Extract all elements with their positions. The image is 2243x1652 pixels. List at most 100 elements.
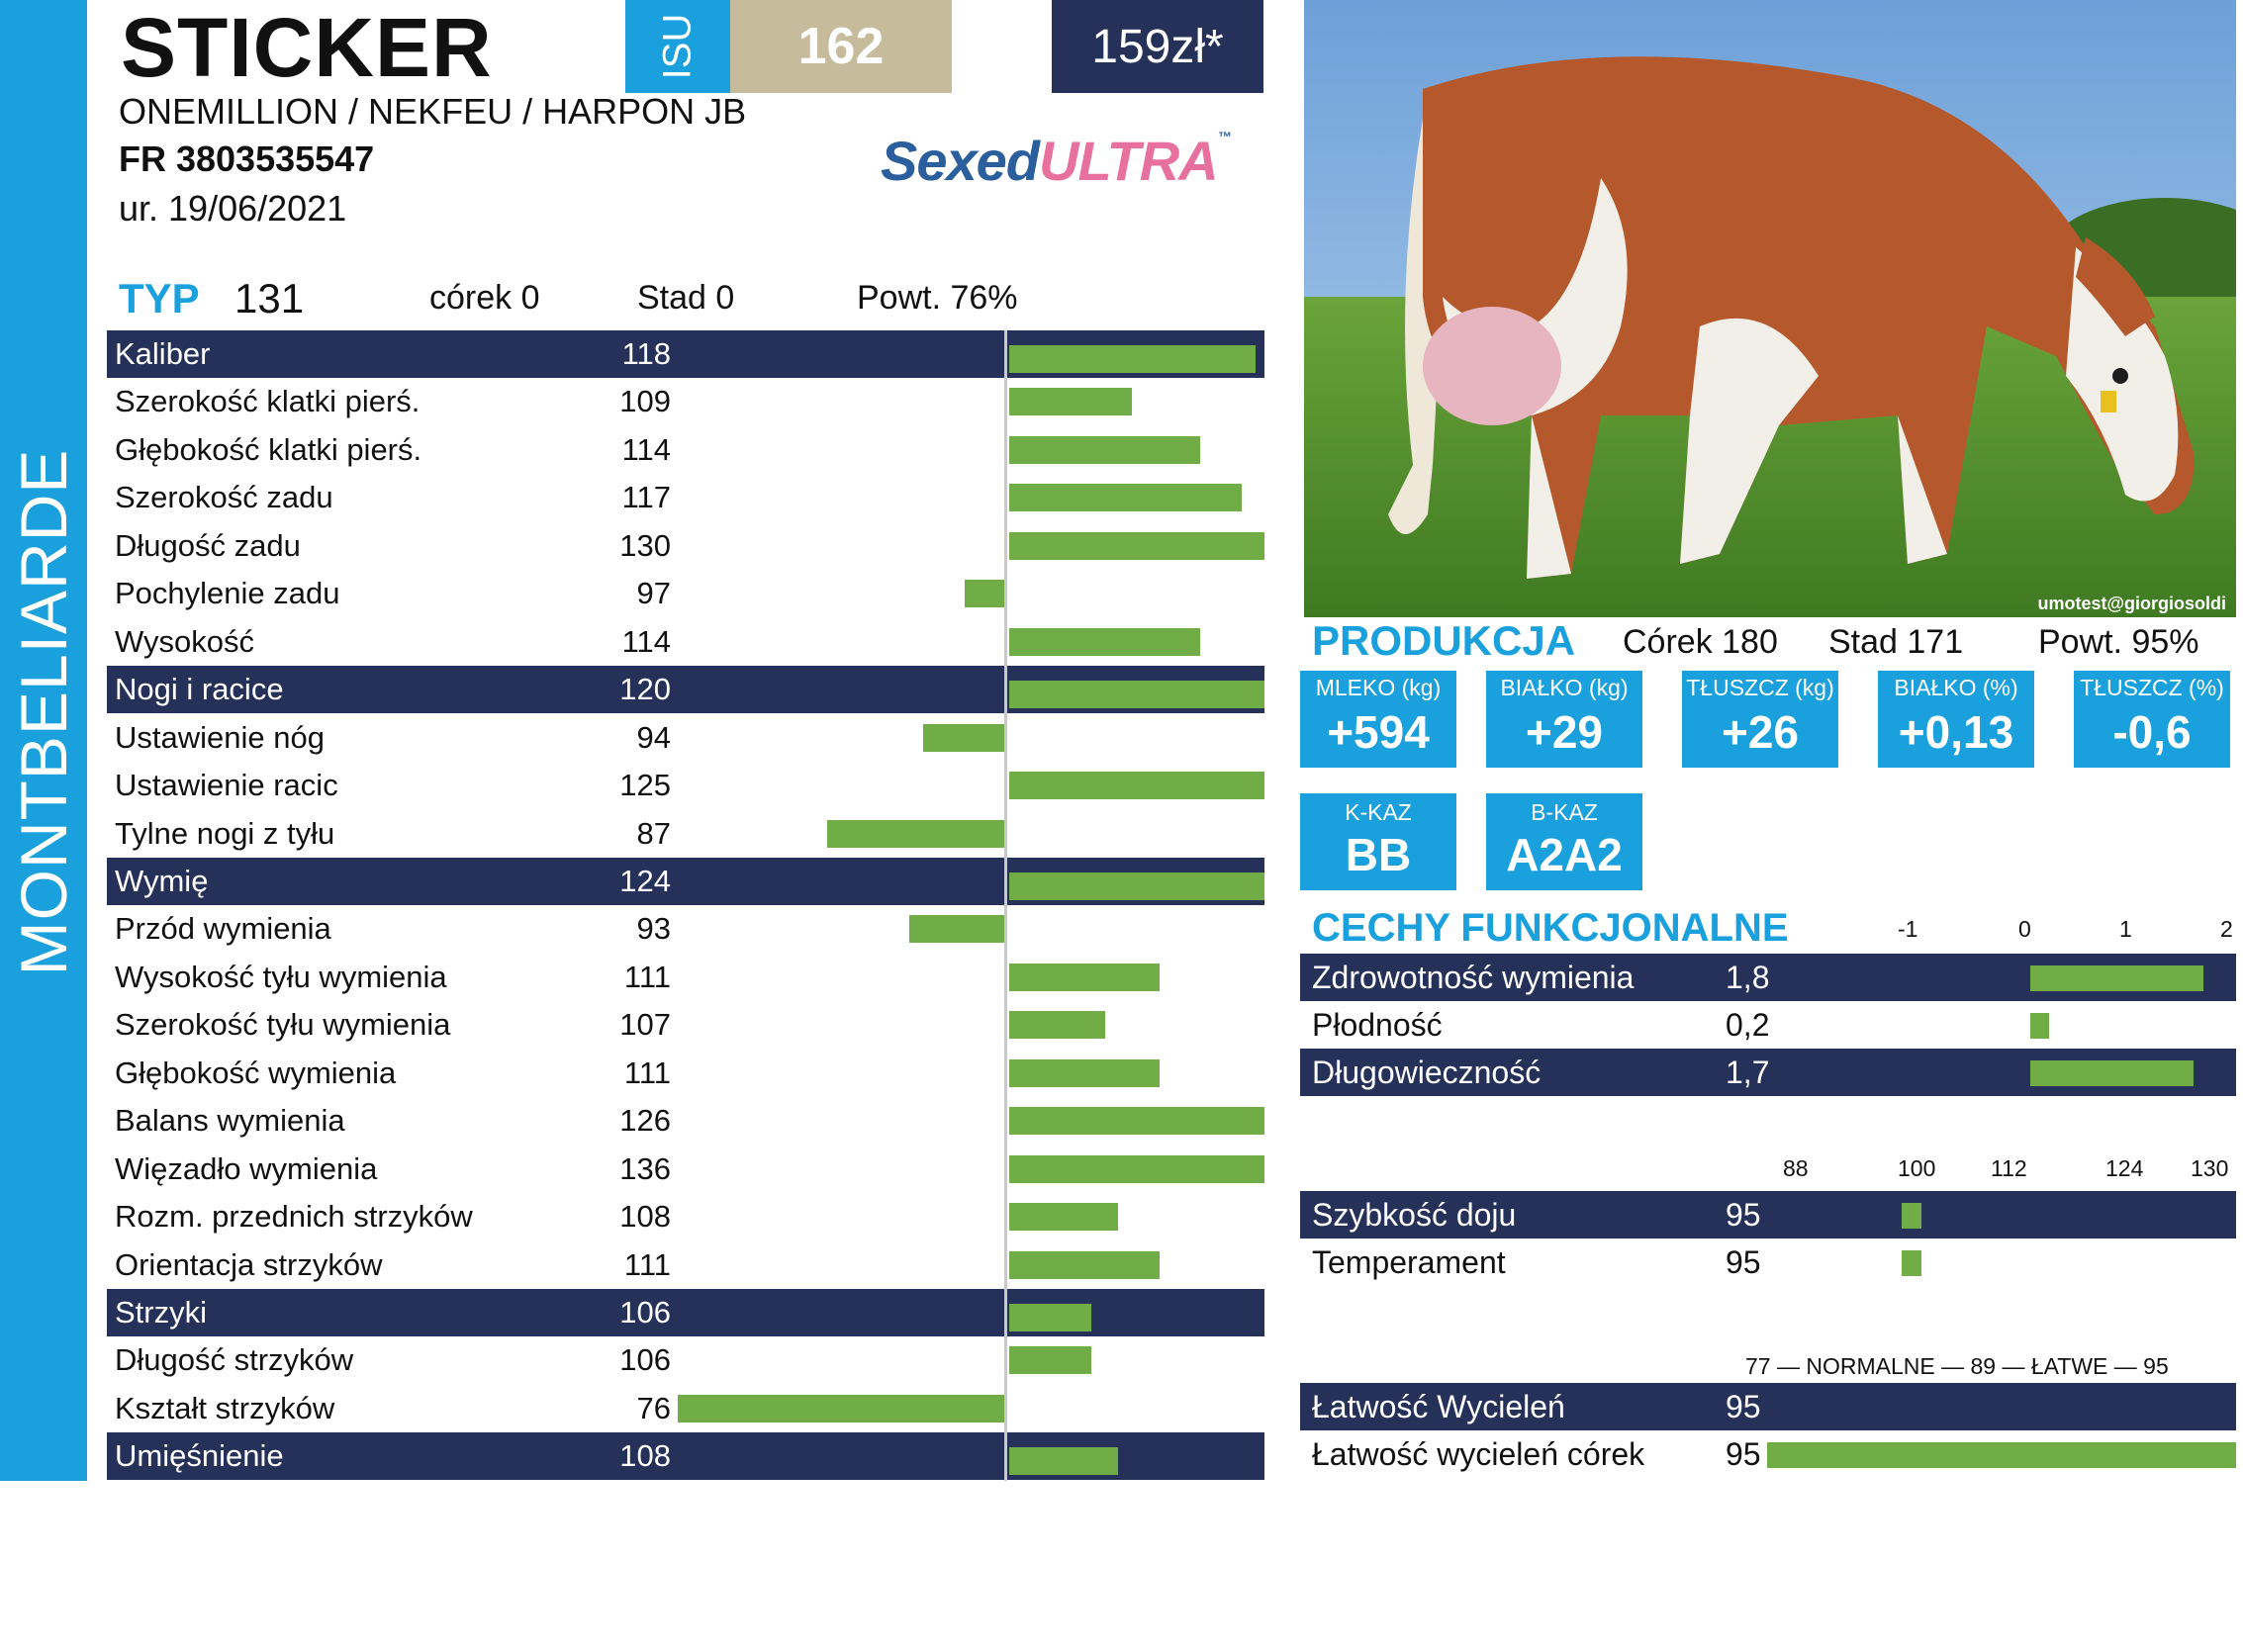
trait-label: Szerokość zadu [115, 480, 333, 515]
trait-value: 97 [636, 576, 671, 611]
sexed-ultra-logo: SexedULTRA™ [881, 129, 1232, 193]
trait-value: 120 [619, 672, 671, 707]
trait-bar [1009, 681, 1264, 709]
milking-value: 95 [1726, 1244, 1761, 1280]
type-label: TYP [119, 275, 200, 321]
production-box: BIAŁKO (kg) +29 [1486, 671, 1642, 768]
functional-bar [2030, 1013, 2050, 1039]
trait-bar [909, 915, 1005, 944]
pedigree: ONEMILLION / NEKFEU / HARPON JB [119, 91, 747, 132]
trait-label: Kaliber [115, 336, 211, 371]
trait-value: 114 [621, 623, 671, 659]
trait-value: 118 [621, 336, 671, 371]
trait-bar [1009, 872, 1264, 900]
scale-tick-label: 124 [2105, 1155, 2144, 1181]
bull-name: STICKER [121, 1, 493, 94]
trait-row: Balans wymienia 126 [107, 1097, 1264, 1145]
trait-bar [1009, 484, 1242, 512]
production-value: +29 [1525, 706, 1604, 758]
cow-illustration: umotest@giorgiosoldi [1304, 0, 2236, 617]
trait-bar [827, 819, 1005, 848]
trait-row: Szerokość zadu 117 [107, 474, 1264, 521]
gene-box: B-KAZ A2A2 [1486, 793, 1642, 890]
trait-row: Orientacja strzyków 111 [107, 1241, 1264, 1289]
trait-value: 136 [619, 1150, 671, 1186]
functional-title: CECHY FUNKCJONALNE [1312, 906, 1789, 950]
trait-row: Głębokość klatki pierś. 114 [107, 426, 1264, 474]
trait-row: Ustawienie nóg 94 [107, 714, 1264, 762]
milking-label: Temperament [1312, 1244, 1506, 1280]
trait-bar [1009, 1011, 1105, 1040]
gene-label: K-KAZ [1345, 799, 1412, 825]
trait-bar [1009, 1304, 1091, 1331]
scale-tick-label: 130 [2191, 1155, 2229, 1181]
trait-label: Strzyki [115, 1295, 207, 1330]
trait-label: Ustawienie nóg [115, 719, 325, 755]
trait-label: Głębokość wymienia [115, 1055, 397, 1090]
production-value: -0,6 [2112, 706, 2192, 758]
milking-row: Szybkość doju 95 [1300, 1191, 2236, 1239]
trait-bar [1009, 1154, 1264, 1183]
isu-label: ISU [655, 13, 700, 80]
trait-row: Długość strzyków 106 [107, 1336, 1264, 1384]
brand-tm: ™ [1217, 129, 1232, 144]
trait-group-row: Nogi i racice 120 [107, 666, 1264, 714]
calving-row: Łatwość Wycieleń 95 [1300, 1383, 2236, 1430]
scale-tick-label: 112 [1991, 1155, 2027, 1181]
production-label: BIAŁKO (kg) [1500, 675, 1629, 700]
trait-value: 108 [619, 1438, 671, 1474]
trait-label: Szerokość tyłu wymienia [115, 1007, 451, 1043]
functional-value: 1,8 [1726, 960, 1770, 995]
scale-tick-label: 1 [2119, 916, 2132, 942]
trait-label: Wymię [115, 863, 209, 898]
trait-row: Szerokość klatki pierś. 109 [107, 378, 1264, 425]
production-value: +0,13 [1898, 706, 2014, 758]
production-title: PRODUKCJA [1312, 617, 1576, 664]
functional-label: Płodność [1312, 1007, 1443, 1043]
trait-row: Tylne nogi z tyłu 87 [107, 810, 1264, 858]
production-box: MLEKO (kg) +594 [1300, 671, 1456, 768]
trait-row: Długość zadu 130 [107, 522, 1264, 570]
trait-row: Wysokość tyłu wymienia 111 [107, 954, 1264, 1001]
trait-value: 93 [636, 911, 671, 947]
trait-row: Wysokość 114 [107, 618, 1264, 666]
production-label: TŁUSZCZ (%) [2080, 675, 2224, 700]
trait-bar [1009, 772, 1264, 800]
trait-bar [1009, 531, 1264, 560]
milking-value: 95 [1726, 1197, 1761, 1233]
calving-value: 95 [1726, 1436, 1761, 1472]
trait-row: Rozm. przednich strzyków 108 [107, 1193, 1264, 1240]
trait-value: 117 [621, 480, 671, 515]
trait-bar [677, 1394, 1005, 1423]
trait-value: 106 [619, 1295, 671, 1330]
gene-value: A2A2 [1506, 829, 1623, 880]
trait-bar [964, 580, 1005, 608]
trait-value: 107 [619, 1007, 671, 1043]
scale-tick-label: 2 [2220, 916, 2233, 942]
trait-bar [1009, 435, 1201, 464]
trait-label: Długość zadu [115, 527, 301, 563]
trait-group-row: Strzyki 106 [107, 1289, 1264, 1336]
trait-label: Ustawienie racic [115, 768, 338, 803]
isu-value: 162 [730, 0, 952, 93]
scale-tick-label: 100 [1898, 1155, 1936, 1181]
trait-label: Umięśnienie [115, 1438, 284, 1474]
trait-label: Rozm. przednich strzyków [115, 1199, 473, 1235]
scale-tick-label: 0 [2018, 916, 2031, 942]
trait-group-row: Umięśnienie 108 [107, 1432, 1264, 1481]
brand-part2: ULTRA [1039, 130, 1219, 192]
trait-label: Wysokość tyłu wymienia [115, 959, 447, 994]
trait-value: 106 [619, 1342, 671, 1378]
trait-label: Balans wymienia [115, 1103, 345, 1139]
photo-credit: umotest@giorgiosoldi [2037, 594, 2226, 613]
functional-bar [2030, 1060, 2194, 1086]
trait-value: 94 [636, 719, 671, 755]
calving-value: 95 [1726, 1389, 1761, 1424]
trait-bar [1009, 627, 1201, 656]
trait-label: Głębokość klatki pierś. [115, 431, 422, 467]
trait-bar [1009, 1447, 1119, 1476]
milking-bar [1902, 1250, 1921, 1276]
type-herds: Stad 0 [637, 279, 735, 317]
trait-value: 111 [623, 1055, 671, 1090]
birth-date: ur. 19/06/2021 [119, 188, 347, 229]
